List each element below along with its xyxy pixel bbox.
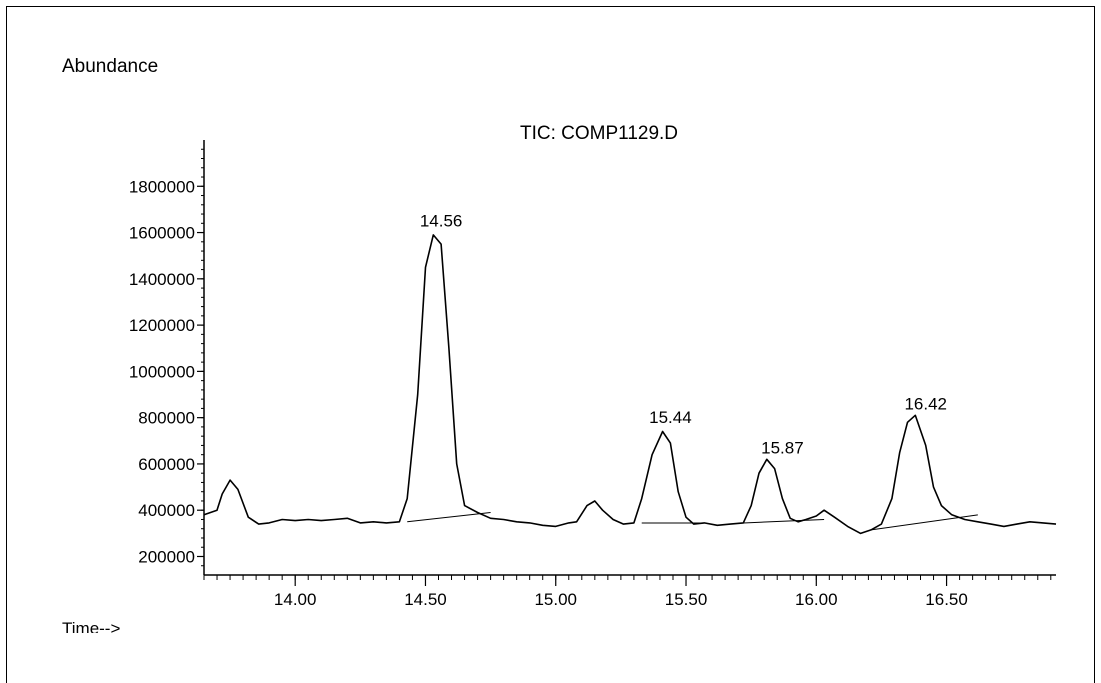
trace-layer bbox=[203, 234, 1057, 535]
y-tick-label: 200000 bbox=[138, 547, 195, 566]
peak-label: 15.87 bbox=[761, 438, 804, 457]
peak-label: 16.42 bbox=[904, 394, 947, 413]
tic-trace-line bbox=[203, 234, 1057, 535]
y-tick-label: 800000 bbox=[138, 409, 195, 428]
x-axis-title: Time--> bbox=[62, 619, 121, 633]
peak-label: 15.44 bbox=[649, 408, 692, 427]
peak-labels: 14.56 15.44 15.87 16.42 bbox=[420, 212, 947, 458]
y-tick-label: 1600000 bbox=[129, 224, 195, 243]
y-tick-label: 1800000 bbox=[129, 177, 195, 196]
y-tick-label: 1000000 bbox=[129, 362, 195, 381]
chart-frame bbox=[6, 6, 1095, 683]
y-tick-label: 1400000 bbox=[129, 270, 195, 289]
x-tick-label: 16.50 bbox=[925, 590, 968, 609]
chart-title: TIC: COMP1129.D bbox=[520, 123, 679, 144]
y-tick-label: 600000 bbox=[138, 455, 195, 474]
y-tick-label: 1200000 bbox=[129, 316, 195, 335]
y-axis-title: Abundance bbox=[62, 56, 159, 77]
x-tick-label: 15.50 bbox=[665, 590, 708, 609]
x-tick-label: 16.00 bbox=[795, 590, 838, 609]
peak-label: 14.56 bbox=[420, 212, 463, 231]
x-tick-label: 14.00 bbox=[274, 590, 317, 609]
peak-baselines bbox=[407, 512, 978, 531]
axes: 200000 400000 600000 800000 1000000 1200000 14… bbox=[129, 140, 1056, 609]
peak-baseline bbox=[870, 514, 978, 531]
y-tick-label: 400000 bbox=[138, 501, 195, 520]
x-tick-label: 14.50 bbox=[404, 590, 447, 609]
x-tick-label: 15.00 bbox=[534, 590, 577, 609]
peak-baseline bbox=[743, 518, 825, 524]
peak-baseline bbox=[407, 512, 491, 523]
